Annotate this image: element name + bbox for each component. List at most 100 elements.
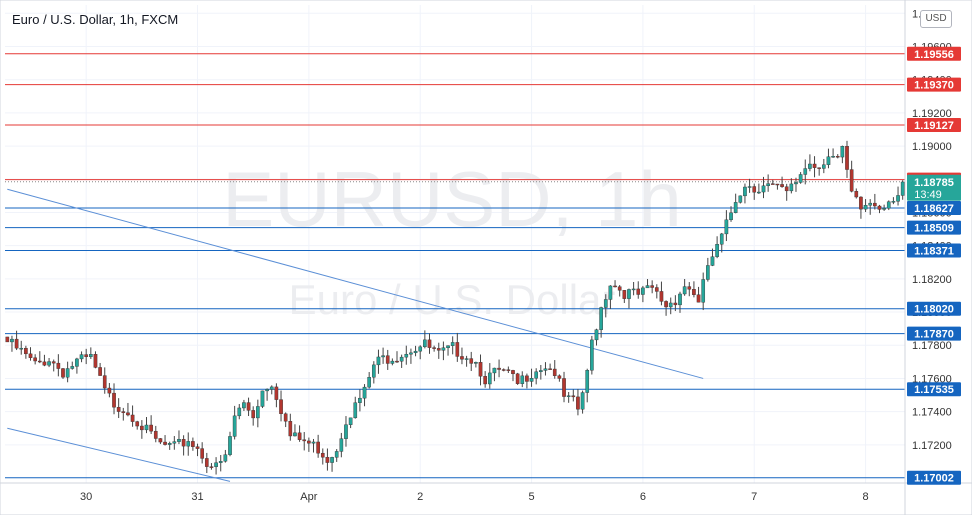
support-price-tag: 1.17002 [914,473,954,485]
candle-body [47,361,51,366]
candle-body [650,285,654,288]
candle-body [214,462,218,467]
candle-body [515,373,520,384]
candle-body [566,395,571,397]
candles [5,140,905,475]
candle-body [260,390,265,407]
candle-body [752,186,757,193]
candle-body [483,376,487,385]
support-price-tag-bg [907,301,961,316]
candle-body [191,441,195,447]
candle-body [627,289,631,299]
candle-body [747,186,752,188]
candle-body [423,339,427,348]
candle-body [381,355,385,358]
support-price-tag: 1.17535 [914,384,954,396]
candle-body [719,233,724,245]
candle-body [761,185,766,193]
candle-body [65,368,70,378]
candle-body [223,454,228,462]
candle-body [738,195,743,203]
candle-body [371,364,376,378]
candle-body [464,358,469,360]
x-tick-label: 7 [751,491,757,503]
symbol-title[interactable]: Euro / U.S. Dollar, 1h, FXCM [12,12,179,27]
candle-body [710,256,715,266]
candle-body [840,146,845,158]
candle-body [232,415,237,437]
grid-lines [5,5,905,483]
candle-body [325,456,330,463]
candle-body [706,265,710,280]
candle-body [144,424,149,431]
candle-body [659,291,664,302]
candle-body [307,440,311,444]
support-price-tag: 1.17870 [914,329,954,341]
candle-body [603,299,608,308]
candle-body [279,399,283,414]
candle-body [251,410,256,419]
candle-body [548,368,552,370]
candle-body [552,368,557,376]
candle-body [576,396,580,410]
candle-body [835,156,840,158]
candle-body [497,367,501,370]
candle-body [186,441,191,447]
support-price-tag-bg [907,220,961,235]
candle-body [367,377,371,388]
candle-body [757,191,761,194]
y-tick-label: 1.18200 [912,274,952,286]
support-price-tag-bg [907,243,961,258]
candle-body [896,195,900,202]
candle-body [877,205,882,210]
candle-body [93,354,98,368]
candle-body [126,412,130,416]
support-price-tag-bg [907,382,961,397]
candle-body [320,452,325,458]
candle-body [590,339,594,371]
candle-body [487,372,492,385]
candle-body [228,436,232,455]
x-tick-label: Apr [300,491,317,503]
y-tick-label: 1.17200 [912,440,952,452]
candle-body [172,441,177,444]
candle-body [580,392,585,410]
horizontal-levels [5,53,905,479]
candle-body [673,302,678,306]
candle-body [525,375,529,382]
candle-body [181,439,186,447]
candle-body [474,362,478,364]
time-axis-labels: 30 31 Apr 2 5 6 7 8 [80,491,869,503]
candle-body [608,285,613,300]
candle-body [98,367,102,376]
candle-body [645,285,650,289]
candle-body [135,421,140,427]
candle-body [715,244,719,257]
trend-line [7,427,231,482]
trend-lines [7,188,704,482]
candle-body [167,443,172,445]
currency-button[interactable]: USD [920,10,952,28]
support-price-tag: 1.18371 [914,245,954,257]
candle-body [5,336,10,343]
support-price-tag: 1.18509 [914,223,954,235]
candle-body [682,286,687,295]
candle-body [863,205,868,210]
candle-body [75,358,79,367]
candle-body [798,174,803,183]
candle-body [283,413,288,422]
candle-body [149,424,153,432]
candle-body [543,368,548,371]
candle-body [256,406,260,419]
candle-body [163,441,167,445]
candle-body [177,439,181,442]
candle-body [61,368,65,378]
candle-body [784,186,789,192]
candle-body [302,439,307,442]
candle-body [399,356,404,362]
candle-body [529,378,534,382]
candle-body [436,348,441,351]
candle-body [19,347,24,350]
